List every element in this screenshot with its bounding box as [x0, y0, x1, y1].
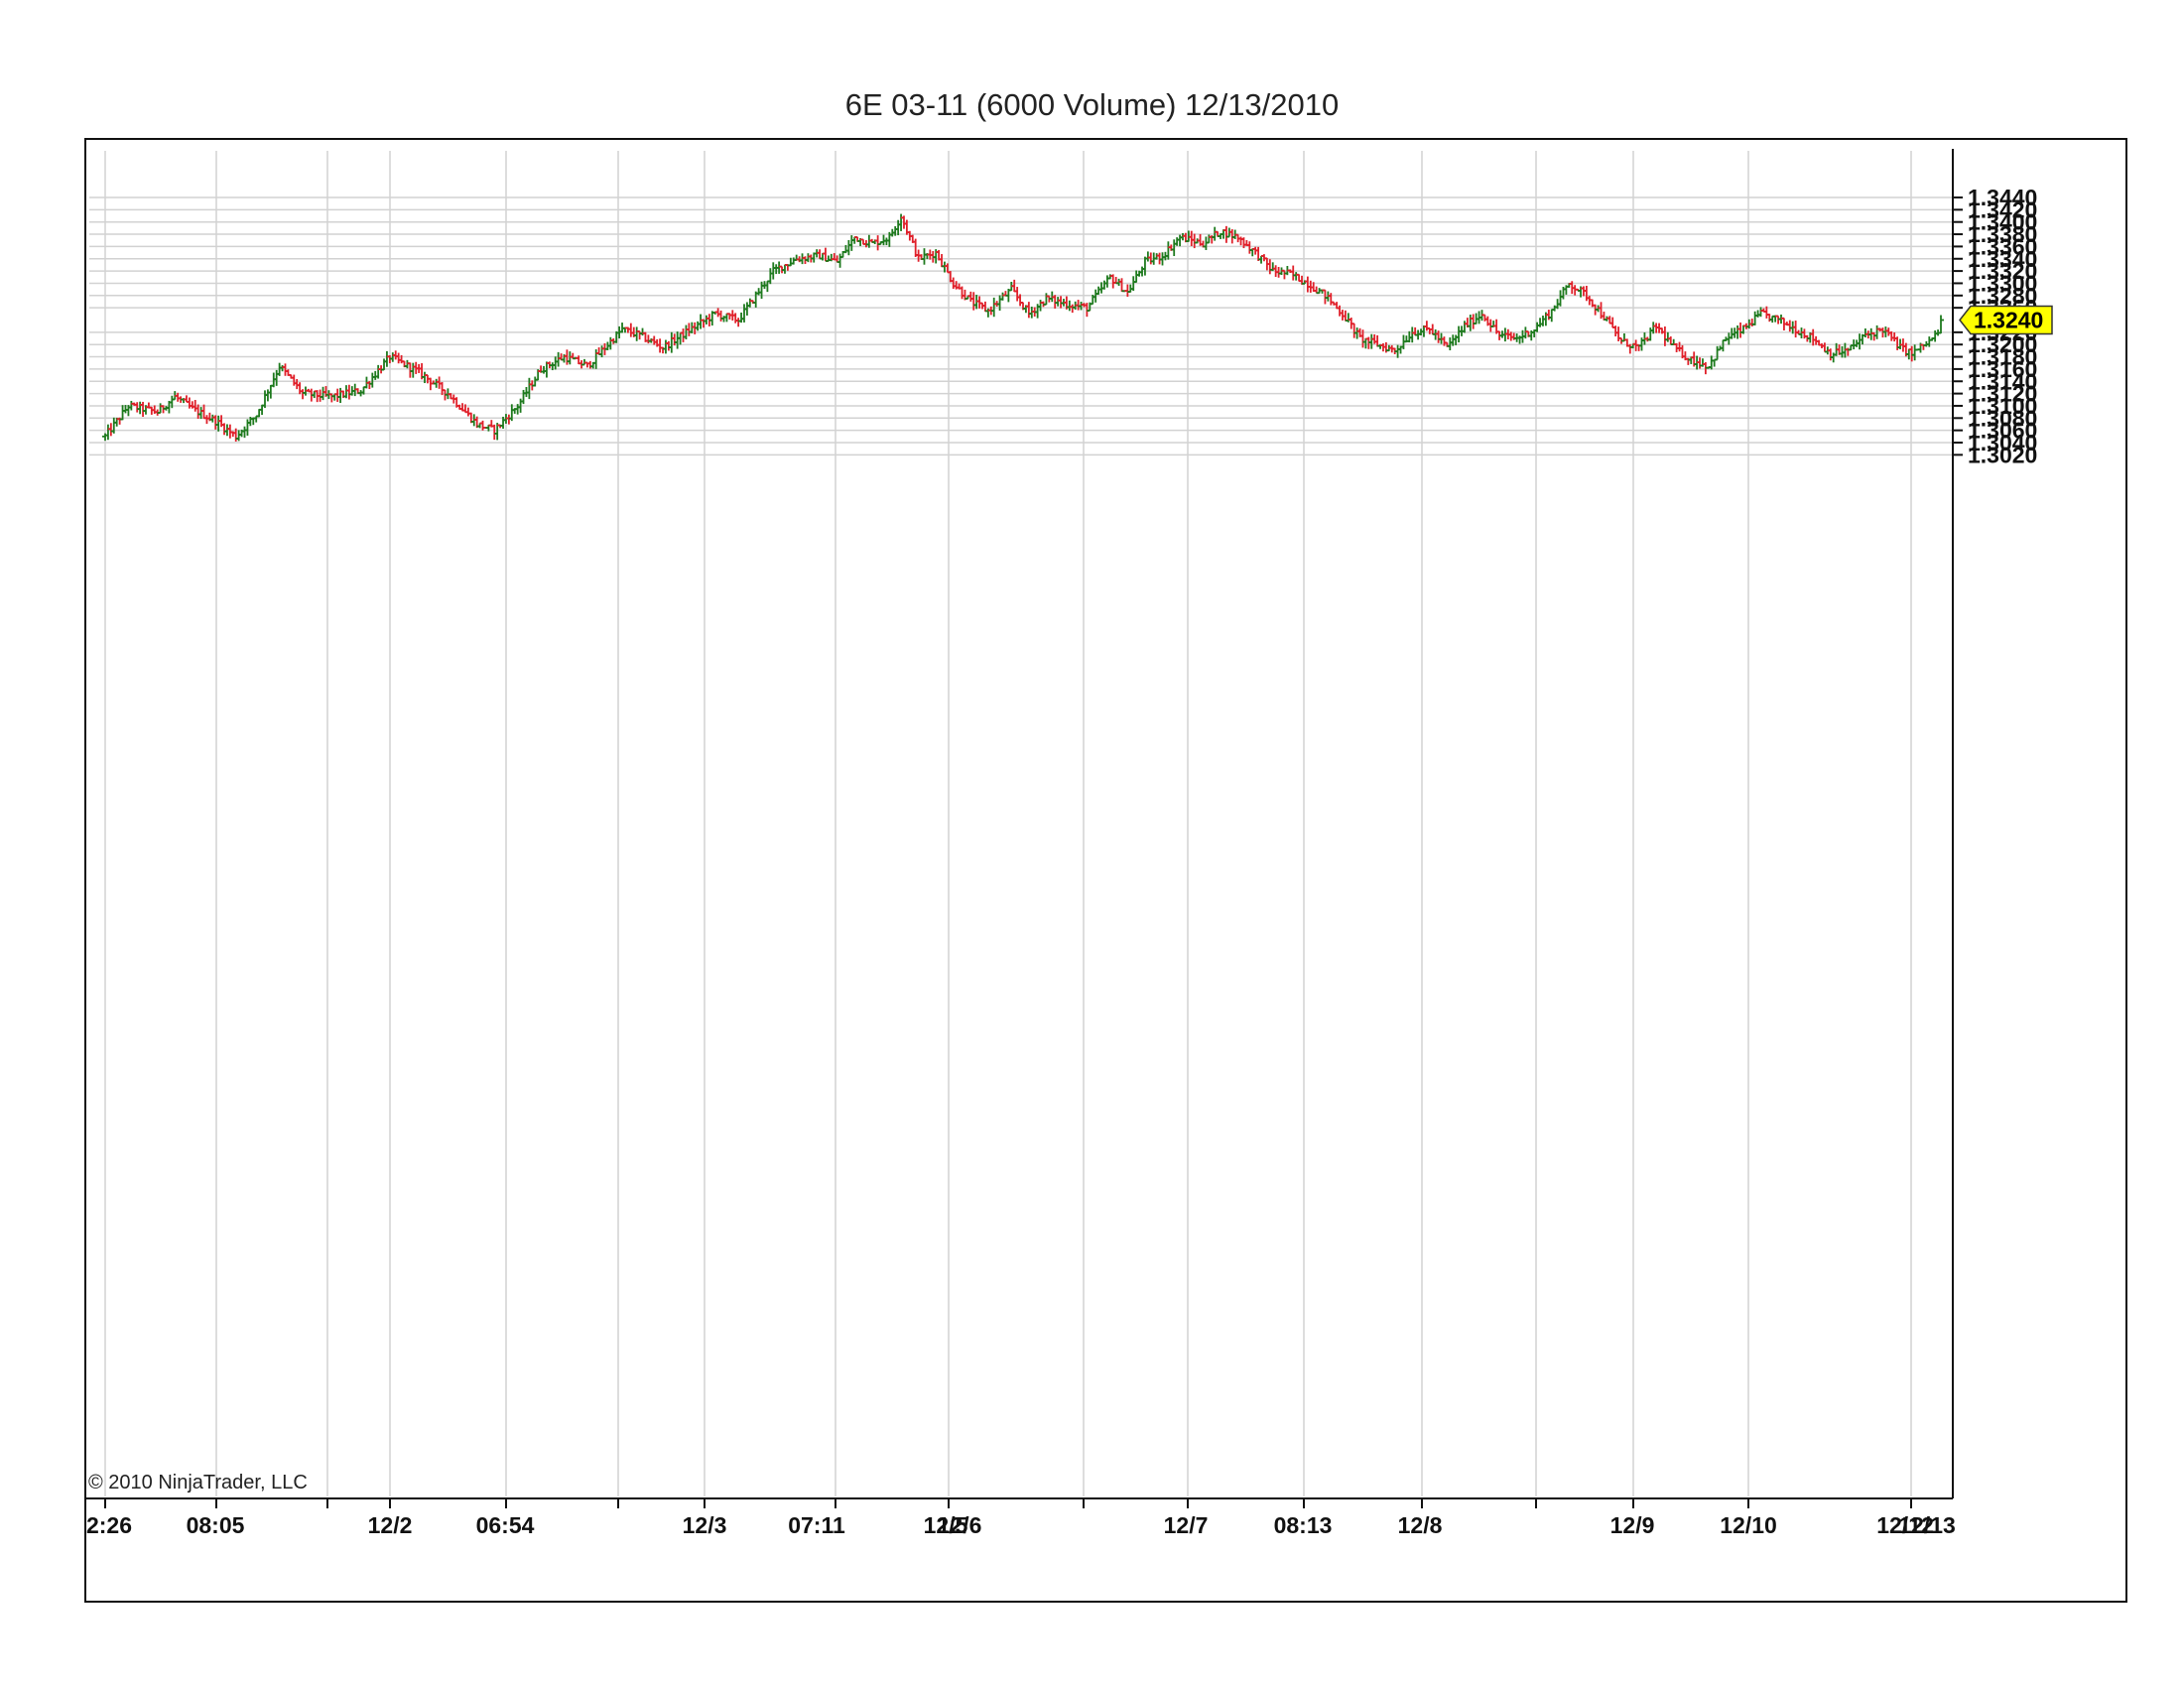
ohlc-bar [1938, 315, 1944, 334]
y-tick-label: 1.3140 [1968, 368, 2037, 394]
y-tick-label: 1.3340 [1968, 246, 2037, 272]
x-tick-label: 12/7 [1164, 1512, 1209, 1538]
y-tick-label: 1.3100 [1968, 393, 2037, 419]
copyright-notice: © 2010 NinjaTrader, LLC [88, 1472, 308, 1493]
time-axis: 2:26 08:05 12/2 06:54 12/3 07:11 12/512/6 12/7 0… [86, 1498, 1956, 1538]
y-tick-label: 1.3300 [1968, 270, 2037, 296]
y-tick-label: 1.3360 [1968, 233, 2037, 259]
x-tick-label: 12/12 [1876, 1512, 1934, 1538]
y-tick-label: 1.3120 [1968, 381, 2037, 407]
x-tick-label: 12/9 [1610, 1512, 1655, 1538]
y-tick-label: 1.3280 [1968, 283, 2037, 309]
x-tick-label: 12/5 [924, 1512, 968, 1538]
y-tick-label: 1.3200 [1968, 331, 2037, 357]
y-tick-label: 1.3380 [1968, 221, 2037, 247]
price-axis: 1.34401.34201.34001.33801.33601.33401.33… [1953, 185, 2037, 467]
x-tick-label: 06:54 [476, 1512, 535, 1538]
y-tick-label: 1.3060 [1968, 418, 2037, 444]
y-tick-label: 1.3420 [1968, 196, 2037, 222]
y-tick-label: 1.3040 [1968, 430, 2037, 455]
y-tick-label: 1.3320 [1968, 258, 2037, 284]
x-tick-label: 08:13 [1274, 1512, 1333, 1538]
y-tick-label: 1.3400 [1968, 209, 2037, 235]
last-price-label: 1.3240 [1974, 308, 2043, 333]
x-tick-label: 12/6 [938, 1512, 982, 1538]
horizontal-gridlines [89, 196, 1953, 456]
last-price-marker: 1.3240 [1959, 305, 2053, 335]
x-tick-label: 12/3 [683, 1512, 727, 1538]
y-tick-label: 1.3020 [1968, 442, 2037, 467]
y-tick-label: 1.3160 [1968, 356, 2037, 382]
ohlc-bars [102, 213, 1944, 442]
y-tick-label: 1.3440 [1968, 185, 2037, 210]
x-tick-label: 07:11 [788, 1512, 845, 1538]
x-tick-label: 08:05 [187, 1512, 245, 1538]
x-tick-label: 12/13 [1898, 1512, 1956, 1538]
y-tick-label: 1.3080 [1968, 405, 2037, 431]
y-tick-label: 1.3180 [1968, 344, 2037, 370]
x-tick-label: 12/8 [1398, 1512, 1443, 1538]
last-price-badge [1959, 305, 2053, 335]
chart-frame [84, 138, 2127, 1603]
vertical-gridlines [104, 151, 1912, 1496]
x-tick-label: 12/2 [368, 1512, 413, 1538]
chart-title: 6E 03-11 (6000 Volume) 12/13/2010 [844, 87, 1340, 122]
x-tick-label: 12/10 [1720, 1512, 1777, 1538]
x-tick-label: 2:26 [86, 1512, 132, 1538]
